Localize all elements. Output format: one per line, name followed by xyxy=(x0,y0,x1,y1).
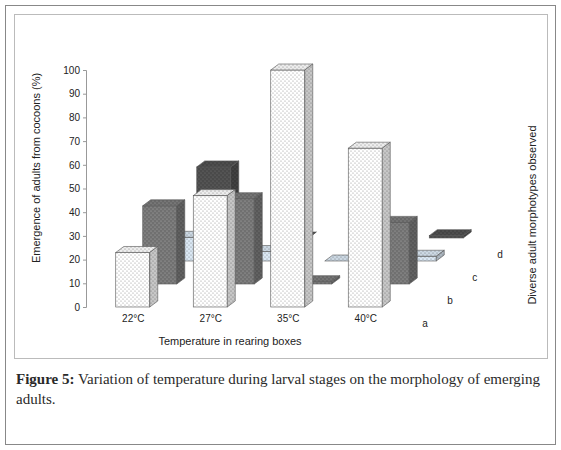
tick-mark xyxy=(83,94,86,95)
series-label: c xyxy=(472,272,477,283)
bar-3d xyxy=(116,246,158,307)
series-label: d xyxy=(497,249,503,260)
bar xyxy=(116,252,150,307)
bar-side xyxy=(436,250,444,261)
tick: 80 xyxy=(69,112,86,123)
bar-side xyxy=(254,193,262,284)
tick-mark xyxy=(83,307,86,308)
series-label: a xyxy=(422,318,428,329)
figure: 0 10 20 30 40 50 60 70 80 90 100 22°C 27°C 35°C 40°C a b… xyxy=(0,0,561,450)
tick: 60 xyxy=(69,160,86,171)
tick: 40 xyxy=(69,207,86,218)
tick-label: 40 xyxy=(69,207,81,218)
tick-label: 100 xyxy=(63,65,80,76)
tick-mark xyxy=(83,189,86,190)
caption-text: Variation of temperature during larval s… xyxy=(74,371,540,387)
tick: 50 xyxy=(69,183,86,194)
tick: 70 xyxy=(69,136,86,147)
tick: 0 xyxy=(74,302,86,313)
tick-mark xyxy=(83,260,86,261)
tick-label: 70 xyxy=(69,136,81,147)
tick-mark xyxy=(83,212,86,213)
bar-side xyxy=(382,142,390,307)
figure-border xyxy=(6,6,556,445)
tick: 20 xyxy=(69,254,86,265)
tick: 22°C xyxy=(122,312,144,324)
bar-3d xyxy=(429,230,471,238)
tick-mark xyxy=(83,283,86,284)
tick-label: 80 xyxy=(69,112,81,123)
bar-side xyxy=(227,190,235,307)
tick: 35°C xyxy=(277,312,299,324)
tick-label: 90 xyxy=(69,88,81,99)
tick: 27°C xyxy=(200,312,222,324)
x-axis-title: Temperature in rearing boxes xyxy=(158,335,302,347)
bar-side xyxy=(409,216,417,284)
tick-label: 30 xyxy=(69,231,81,242)
chart-border xyxy=(15,15,548,359)
tick-label: 60 xyxy=(69,160,81,171)
series-label: b xyxy=(447,295,453,306)
axis-line xyxy=(83,71,87,308)
bar xyxy=(348,148,382,307)
tick-mark xyxy=(83,236,86,237)
series xyxy=(116,64,391,307)
tick-label: 50 xyxy=(69,183,81,194)
tick-mark xyxy=(83,70,86,71)
caption: adults. xyxy=(16,391,56,407)
x-axis: 22°C 27°C 35°C 40°C xyxy=(122,312,377,324)
bar-side xyxy=(177,200,185,284)
bar-3d xyxy=(193,190,235,307)
tick-label: 0 xyxy=(74,302,80,313)
bar-3d xyxy=(271,64,313,307)
bar xyxy=(429,236,463,238)
tick-mark xyxy=(83,141,86,142)
bar-side xyxy=(463,230,471,238)
tick: 40°C xyxy=(355,312,377,324)
tick-label: 35°C xyxy=(277,313,299,324)
figure-label: Figure 5: xyxy=(16,371,74,387)
tick-mark xyxy=(83,165,86,166)
tick-label: 10 xyxy=(69,278,81,289)
tick-label: 20 xyxy=(69,254,81,265)
z-axis-title: Diverse adult morphotypes observed xyxy=(526,125,538,304)
tick-mark xyxy=(83,117,86,118)
bar-side xyxy=(150,246,158,307)
plot-area xyxy=(116,64,472,307)
caption: Figure 5: Variation of temperature durin… xyxy=(16,371,541,387)
y-axis: 0 10 20 30 40 50 60 70 80 90 100 xyxy=(63,65,86,313)
y-axis-title: Emergence of adults from cocoons (%) xyxy=(30,73,42,263)
bar xyxy=(271,70,305,307)
bar-3d xyxy=(348,142,390,307)
tick: 10 xyxy=(69,278,86,289)
caption-text: adults. xyxy=(16,391,56,407)
tick-label: 40°C xyxy=(355,313,377,324)
tick-label: 27°C xyxy=(200,313,222,324)
bar-side xyxy=(305,64,313,307)
bar xyxy=(193,196,227,307)
tick-label: 22°C xyxy=(122,313,144,324)
bar-side xyxy=(332,276,340,284)
tick: 100 xyxy=(63,65,86,76)
tick: 30 xyxy=(69,231,86,242)
tick: 90 xyxy=(69,88,86,99)
